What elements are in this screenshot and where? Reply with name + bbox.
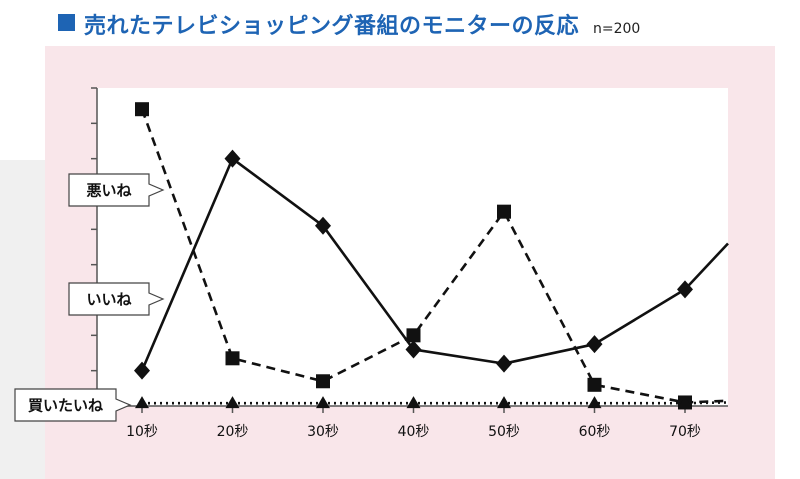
x-tick-label: 70秒 bbox=[669, 424, 701, 440]
diamond-marker bbox=[405, 340, 422, 359]
plot-area bbox=[97, 88, 728, 406]
square-marker bbox=[135, 102, 149, 117]
triangle-marker bbox=[587, 396, 602, 409]
x-tick-label: 60秒 bbox=[579, 424, 611, 440]
series-callout bbox=[14, 388, 132, 422]
triangle-marker bbox=[678, 396, 692, 409]
diamond-marker bbox=[315, 216, 331, 235]
square-marker bbox=[587, 377, 602, 392]
square-marker bbox=[225, 351, 240, 366]
square-marker bbox=[497, 204, 511, 219]
x-tick-label: 30秒 bbox=[307, 424, 339, 440]
x-tick-label: 40秒 bbox=[398, 424, 430, 440]
series-line bbox=[140, 108, 729, 404]
square-marker bbox=[316, 374, 330, 389]
triangle-marker bbox=[497, 396, 511, 409]
diamond-marker bbox=[677, 280, 693, 299]
background-shade bbox=[0, 160, 45, 479]
triangle-marker bbox=[316, 396, 330, 409]
series-line bbox=[140, 157, 729, 372]
triangle-marker bbox=[135, 396, 149, 409]
title-square-icon bbox=[58, 14, 75, 31]
diamond-marker bbox=[496, 354, 512, 373]
series-callout bbox=[68, 282, 165, 316]
triangle-marker bbox=[225, 396, 240, 409]
chart-title: 売れたテレビショッピング番組のモニターの反応 bbox=[84, 14, 580, 39]
diamond-marker bbox=[134, 361, 150, 380]
x-tick-label: 50秒 bbox=[488, 424, 520, 440]
series-label: 買いたいね bbox=[28, 397, 103, 415]
triangle-marker bbox=[406, 396, 421, 409]
title-row: 売れたテレビショッピング番組のモニターの反応 n=200 bbox=[58, 8, 640, 42]
x-tick-label: 20秒 bbox=[217, 424, 249, 440]
x-tick-label: 10秒 bbox=[126, 424, 158, 440]
series-label: 悪いね bbox=[86, 182, 131, 200]
series-label: いいね bbox=[86, 291, 131, 309]
diamond-marker bbox=[586, 335, 603, 354]
sample-size-label: n=200 bbox=[593, 21, 641, 37]
series-callout bbox=[68, 173, 165, 207]
square-marker bbox=[406, 328, 421, 343]
diamond-marker bbox=[224, 149, 241, 168]
